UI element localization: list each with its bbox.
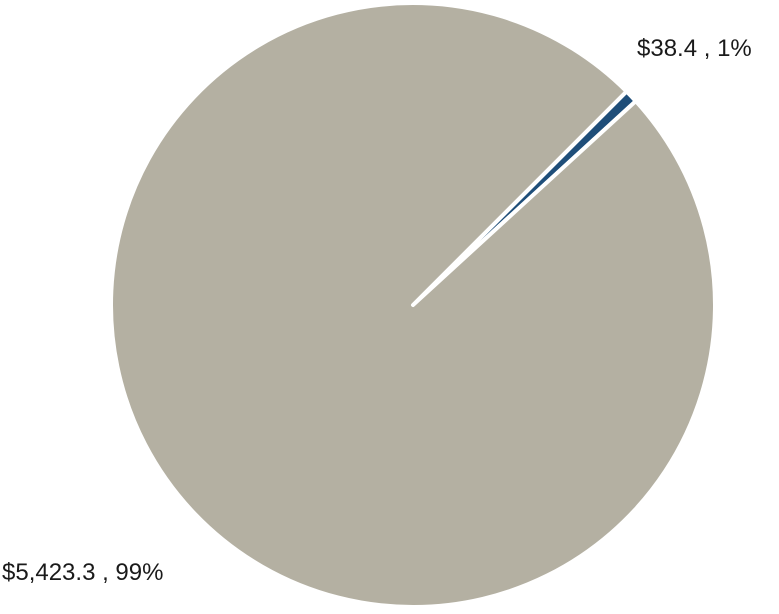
pie-slices bbox=[109, 1, 717, 609]
pie-data-label-2: $5,423.3 , 99% bbox=[2, 559, 163, 586]
pie-data-labels: $38.4 , 1% $5,423.3 , 99% bbox=[2, 35, 752, 586]
pie-data-label-1: $38.4 , 1% bbox=[637, 35, 752, 62]
pie-slice-2 bbox=[109, 1, 717, 609]
